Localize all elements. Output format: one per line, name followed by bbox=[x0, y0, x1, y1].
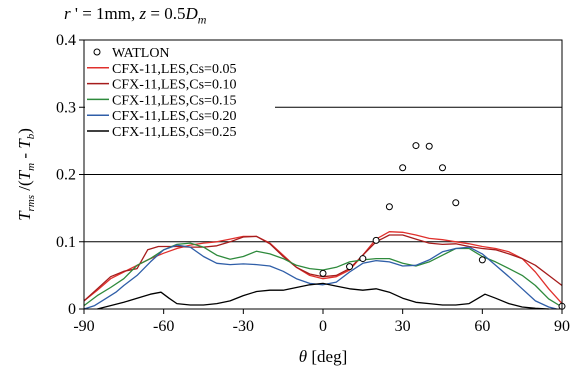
y-tick-label: 0.1 bbox=[56, 234, 76, 251]
x-tick-label: -60 bbox=[153, 318, 174, 335]
series-group bbox=[83, 142, 566, 310]
legend-label: CFX-11,LES,Cs=0.10 bbox=[112, 78, 236, 93]
y-tick-label: 0.2 bbox=[56, 167, 76, 184]
data-point bbox=[372, 236, 380, 244]
x-tick-label: -30 bbox=[233, 318, 254, 335]
y-tick-label: 0 bbox=[68, 301, 76, 318]
legend-label: CFX-11,LES,Cs=0.05 bbox=[112, 62, 236, 77]
series-line bbox=[83, 234, 563, 302]
legend-label: CFX-11,LES,Cs=0.20 bbox=[112, 109, 236, 124]
data-point bbox=[478, 256, 486, 264]
data-point bbox=[346, 263, 354, 271]
data-point bbox=[399, 164, 407, 172]
data-point bbox=[439, 164, 446, 172]
data-point bbox=[412, 142, 420, 150]
x-tick-label: 0 bbox=[319, 318, 327, 335]
condition-title: r ' = 1mm, z = 0.5Dm bbox=[64, 4, 207, 27]
legend-label: WATLON bbox=[112, 46, 170, 61]
legend-background bbox=[85, 42, 275, 140]
series-line bbox=[83, 231, 563, 305]
series-line bbox=[83, 244, 557, 310]
x-tick-label: 90 bbox=[554, 318, 570, 335]
y-axis-label: Trms /(Tm - Tb) bbox=[15, 128, 37, 221]
x-axis-label: θ [deg] bbox=[299, 347, 347, 366]
x-tick-label: -90 bbox=[73, 318, 94, 335]
data-point bbox=[385, 203, 393, 211]
legend-marker bbox=[93, 48, 101, 56]
x-tick-label: 60 bbox=[474, 318, 490, 335]
data-point bbox=[452, 199, 460, 207]
legend: WATLONCFX-11,LES,Cs=0.05CFX-11,LES,Cs=0.… bbox=[87, 46, 236, 140]
x-axis-title: θ [deg] bbox=[299, 347, 347, 366]
y-axis-title: Trms /(Tm - Tb) bbox=[15, 128, 37, 221]
y-tick-label: 0.3 bbox=[56, 99, 76, 116]
legend-label: CFX-11,LES,Cs=0.15 bbox=[112, 93, 236, 108]
data-point bbox=[359, 255, 367, 263]
y-tick-label: 0.4 bbox=[56, 32, 76, 49]
series-line bbox=[97, 282, 549, 310]
data-point bbox=[425, 142, 433, 150]
data-point bbox=[319, 269, 327, 277]
x-tick-label: 30 bbox=[395, 318, 411, 335]
legend-label: CFX-11,LES,Cs=0.25 bbox=[112, 125, 236, 140]
axis-ticks: -90 -60 -30 0 30 60 90 0 0.1 0.2 0.3 0.4 bbox=[56, 32, 570, 335]
